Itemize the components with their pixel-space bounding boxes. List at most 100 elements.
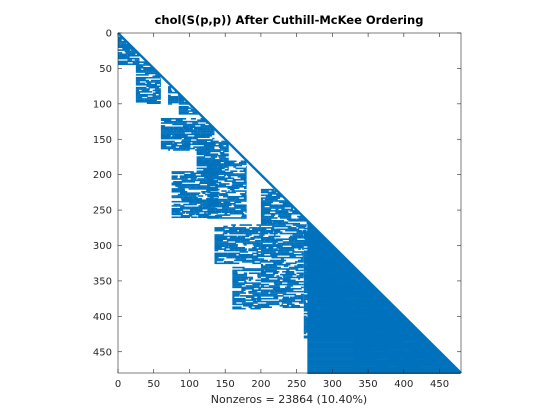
nonzero-segment [226,227,235,229]
nonzero-segment [227,198,236,201]
band-row [307,300,388,302]
nonzero-segment [232,273,239,276]
nonzero-segment [305,240,309,243]
nonzero-segment [207,184,219,187]
nonzero-segment [223,231,225,233]
nonzero-segment [235,241,247,243]
band-row [307,244,332,247]
band-row [307,223,311,226]
nonzero-segment [148,93,154,96]
nonzero-segment [207,205,212,208]
nonzero-segment [272,265,275,267]
nonzero-segment [190,108,195,111]
nonzero-segment [160,137,171,140]
nonzero-segment [178,96,182,98]
nonzero-segment [207,194,219,197]
nonzero-segment [207,163,222,165]
nonzero-segment [158,93,161,96]
nonzero-segment [207,177,211,180]
nonzero-segment [207,208,210,211]
nonzero-segment [232,296,235,299]
nonzero-segment [188,212,192,214]
nonzero-segment [207,199,219,202]
nonzero-segment [284,286,287,289]
nonzero-segment [232,282,240,284]
nonzero-segment [298,227,305,229]
nonzero-segment [241,288,254,290]
nonzero-segment [160,95,161,97]
band-row [307,312,401,315]
nonzero-segment [171,188,185,190]
nonzero-segment [256,268,261,270]
nonzero-segment [241,246,246,249]
nonzero-segment [136,53,139,56]
nonzero-segment [285,262,297,265]
nonzero-segment [223,254,228,256]
nonzero-segment [239,295,251,297]
nonzero-segment [171,171,178,173]
nonzero-segment [183,125,196,127]
nonzero-segment [120,43,127,46]
nonzero-segment [273,262,283,265]
nonzero-segment [294,239,305,242]
nonzero-segment [274,200,285,202]
nonzero-segment [135,76,149,79]
nonzero-segment [214,238,227,241]
nonzero-segment [171,176,178,179]
nonzero-segment [243,305,253,307]
nonzero-segment [182,212,185,214]
nonzero-segment [181,132,185,134]
nonzero-segment [118,53,120,56]
nonzero-segment [207,173,213,175]
nonzero-segment [234,227,247,229]
nonzero-segment [299,273,304,276]
band-row [307,267,355,270]
nonzero-segment [232,306,242,309]
nonzero-segment [172,123,186,126]
nonzero-segment [232,303,243,306]
nonzero-segment [185,193,191,196]
nonzero-segment [232,231,235,233]
nonzero-segment [210,153,219,156]
nonzero-segment [241,215,247,218]
nonzero-segment [287,282,299,284]
nonzero-segment [201,147,205,150]
band-row [307,249,336,251]
nonzero-segment [219,152,225,154]
nonzero-segment [180,149,190,151]
nonzero-block-9 [214,224,262,265]
nonzero-segment [260,217,275,219]
nonzero-segment [301,283,304,286]
nonzero-segment [295,306,304,309]
nonzero-segment [181,183,187,186]
nonzero-segment [260,215,265,218]
nonzero-segment [275,224,286,226]
nonzero-segment [171,183,182,186]
nonzero-segment [227,262,240,265]
nonzero-segment [256,286,261,289]
nonzero-segment [246,166,248,168]
nonzero-segment [273,282,279,284]
nonzero-segment [280,288,292,290]
nonzero-segment [226,169,229,171]
nonzero-segment [217,154,229,157]
nonzero-segment [266,218,269,221]
nonzero-segment [296,290,304,293]
nonzero-segment [135,98,150,100]
nonzero-segment [277,215,290,218]
nonzero-segment [170,136,182,139]
nonzero-segment [188,140,198,143]
nonzero-segment [232,279,246,282]
nonzero-segment [238,254,251,256]
nonzero-segment [125,63,132,66]
nonzero-segment [283,246,297,249]
nonzero-segment [238,174,247,177]
nonzero-segment [214,193,228,195]
nonzero-segment [150,81,155,83]
nonzero-segment [269,290,275,293]
nonzero-segment [232,280,239,283]
nonzero-segment [232,302,237,304]
nonzero-segment [135,96,143,99]
nonzero-segment [201,143,216,146]
nonzero-segment [210,149,224,151]
